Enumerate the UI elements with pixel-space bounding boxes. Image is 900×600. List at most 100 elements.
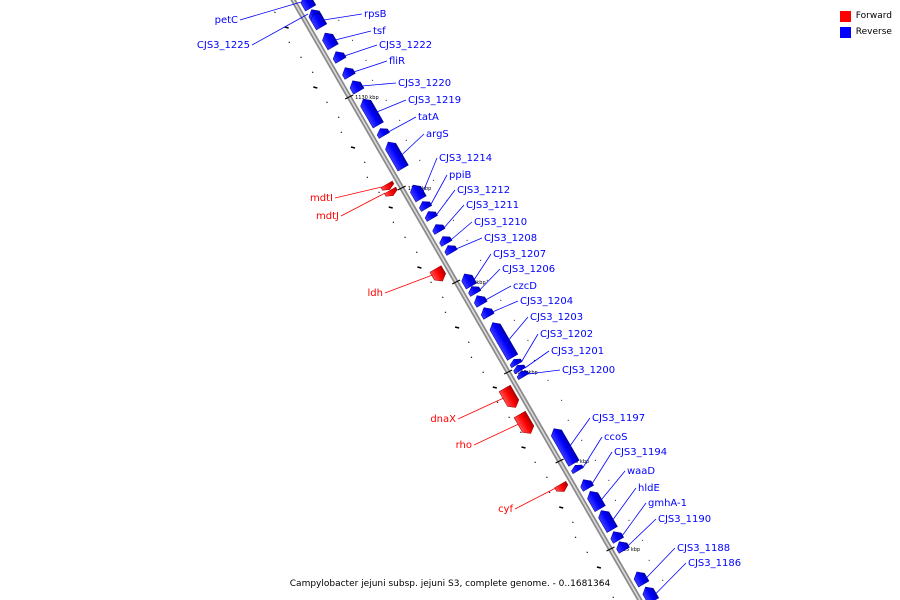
label-leader-line (645, 547, 676, 579)
gene-label[interactable]: cyf (498, 504, 513, 515)
label-leader-line (323, 13, 363, 21)
track-marker (486, 279, 488, 281)
gene-label[interactable]: CJS3_1214 (439, 153, 492, 164)
forward-swatch (839, 10, 851, 22)
gene-cjs3-1220[interactable] (348, 78, 365, 95)
gene-label[interactable]: waaD (627, 466, 655, 477)
gene-label[interactable]: CJS3_1194 (614, 447, 667, 458)
gene-label[interactable]: CJS3_1220 (398, 78, 451, 89)
gene-label[interactable]: fliR (389, 56, 405, 67)
gene-cjs3-1222[interactable] (331, 49, 347, 64)
gene-label[interactable]: rpsB (364, 9, 387, 20)
gene-tsf[interactable] (320, 30, 339, 51)
gene-label[interactable]: rho (456, 440, 472, 451)
gene-dnax[interactable] (498, 384, 521, 411)
gene-ldh[interactable] (429, 265, 448, 285)
gene-cjs3-1202[interactable] (509, 356, 523, 368)
label-leader-line (422, 157, 438, 193)
gene-label[interactable]: CJS3_1203 (530, 312, 583, 323)
gene-cjs3-1204[interactable] (479, 305, 495, 320)
gene-label[interactable]: CJS3_1190 (658, 514, 711, 525)
gene-tata[interactable] (375, 126, 390, 139)
gene-cyf[interactable] (554, 480, 570, 494)
label-leader-line (569, 417, 591, 447)
label-leader-line (334, 186, 382, 199)
gene-label[interactable]: ccoS (604, 432, 627, 443)
reverse-gene-arrow (332, 51, 347, 64)
track-marker (527, 339, 529, 341)
gene-cjs3-1212[interactable] (423, 209, 438, 222)
gene-label[interactable]: tatA (418, 112, 439, 123)
gene-label[interactable]: argS (426, 129, 449, 140)
gene-label[interactable]: CJS3_1219 (408, 95, 461, 106)
label-leader-line (251, 13, 309, 46)
reverse-gene-arrow (610, 531, 625, 544)
track-marker (404, 236, 406, 239)
gene-label[interactable]: CJS3_1208 (484, 233, 537, 244)
reverse-gene-arrow (360, 98, 384, 129)
reverse-gene-arrow (509, 358, 523, 368)
gene-label[interactable]: CJS3_1210 (474, 217, 527, 228)
gene-label[interactable]: CJS3_1197 (592, 413, 645, 424)
gene-rho[interactable] (513, 410, 536, 437)
label-leader-line (521, 333, 539, 363)
track-marker (470, 356, 473, 359)
gene-cjs3-1194[interactable] (578, 477, 594, 492)
track-marker (350, 146, 356, 149)
track-marker (508, 416, 510, 419)
track-marker (641, 539, 644, 541)
gene-czcd[interactable] (472, 293, 488, 308)
map-caption: Campylobacter jejuni subsp. jejuni S3, c… (289, 579, 611, 589)
gene-cjs3-1211[interactable] (431, 222, 446, 235)
track-marker (648, 559, 650, 561)
gene-gmha-1[interactable] (608, 529, 625, 544)
gene-mdti[interactable] (380, 180, 395, 193)
gene-label[interactable]: dnaX (430, 414, 456, 425)
forward-gene-arrow (380, 180, 395, 191)
gene-mdtj[interactable] (384, 186, 398, 199)
gene-cjs3-1200[interactable] (516, 368, 530, 380)
gene-label[interactable]: ppiB (449, 170, 471, 181)
gene-label[interactable]: CJS3_1188 (677, 543, 730, 554)
gene-label[interactable]: CJS3_1212 (457, 185, 510, 196)
gene-label[interactable]: mdtI (310, 193, 333, 204)
gene-cjs3-1208[interactable] (443, 243, 458, 256)
gene-label[interactable]: CJS3_1202 (540, 329, 593, 340)
gene-label[interactable]: CJS3_1201 (551, 346, 604, 357)
label-leader-line (528, 369, 561, 375)
gene-label[interactable]: czcD (513, 281, 537, 292)
gene-label[interactable]: CJS3_1211 (466, 200, 519, 211)
label-leader-line (485, 285, 512, 301)
gene-label[interactable]: ldh (368, 288, 383, 299)
gene-label[interactable]: mdtJ (316, 211, 339, 222)
track-marker (392, 221, 395, 224)
gene-label[interactable]: petC (215, 15, 238, 26)
gene-ccos[interactable] (570, 462, 584, 474)
track-marker (366, 176, 369, 179)
track-marker (612, 596, 615, 599)
gene-label[interactable]: tsf (373, 26, 386, 37)
gene-cjs3-1206[interactable] (467, 284, 482, 297)
gene-ppib[interactable] (417, 199, 433, 212)
gene-label[interactable]: CJS3_1225 (197, 40, 250, 51)
gene-label[interactable]: hldE (638, 483, 660, 494)
gene-flir[interactable] (340, 65, 356, 80)
gene-cjs3-1201[interactable] (512, 362, 526, 374)
gene-label[interactable]: CJS3_1207 (493, 249, 546, 260)
gene-label[interactable]: CJS3_1204 (520, 296, 573, 307)
track-marker (419, 159, 421, 161)
gene-label[interactable]: CJS3_1200 (562, 365, 615, 376)
track-marker (600, 581, 603, 584)
gene-label[interactable]: CJS3_1222 (379, 40, 432, 51)
gene-cjs3-1210[interactable] (438, 234, 453, 247)
gene-label[interactable]: gmhA-1 (648, 498, 687, 509)
label-leader-line (591, 451, 613, 485)
gene-label[interactable]: CJS3_1206 (502, 264, 555, 275)
forward-gene-arrow (384, 186, 398, 197)
gene-petc[interactable] (298, 0, 317, 12)
label-leader-line (443, 204, 465, 229)
gene-label[interactable]: CJS3_1186 (688, 558, 741, 569)
gene-cjs3-1219[interactable] (358, 96, 384, 129)
gene-rpsb[interactable] (308, 10, 328, 31)
